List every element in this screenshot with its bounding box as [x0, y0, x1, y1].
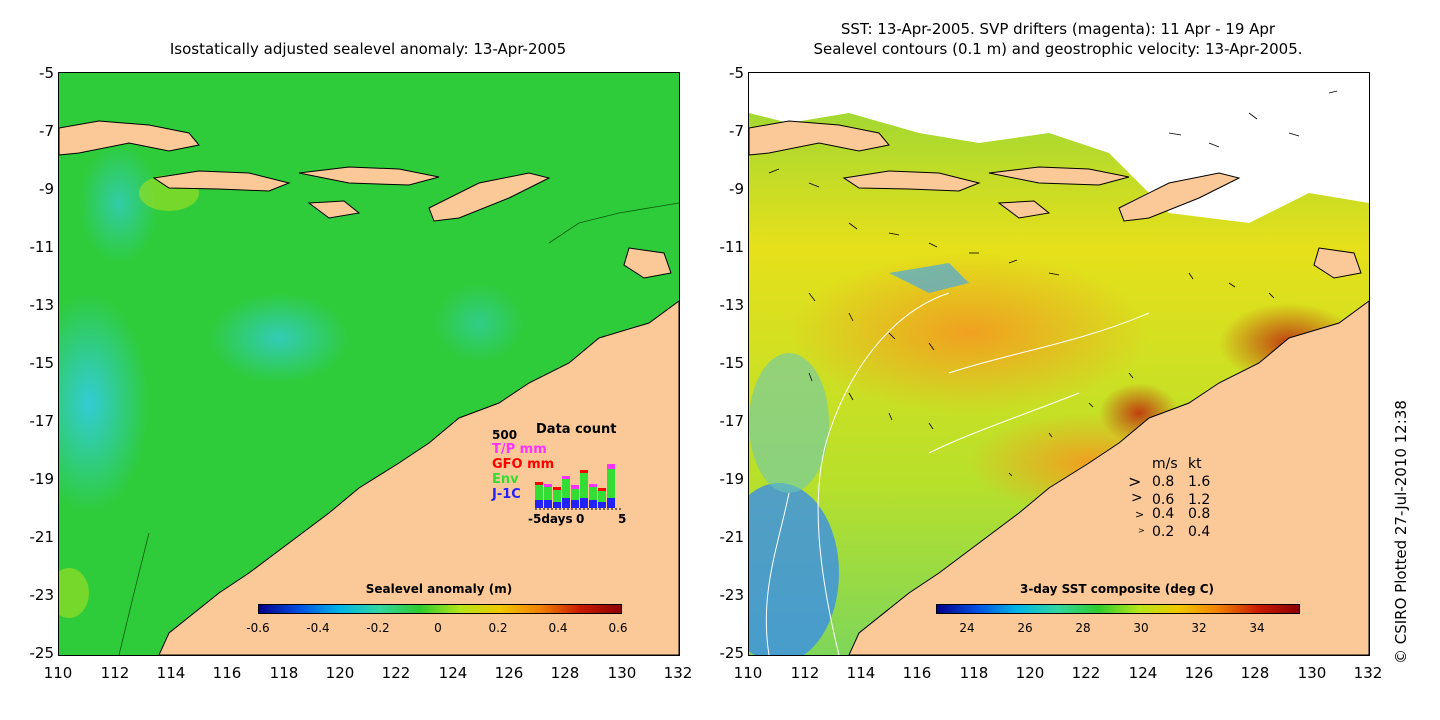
velocity-legend-ms-header: m/s: [1152, 456, 1178, 472]
right-x-tick: 116: [902, 664, 932, 682]
left-y-tick: -19: [29, 470, 55, 488]
data-count-bars: [535, 464, 623, 510]
data-count-x-mid: 0: [576, 512, 585, 526]
left-x-tick: 112: [100, 664, 130, 682]
left-x-tick: 118: [269, 664, 299, 682]
right-y-tick: -13: [719, 296, 745, 314]
velocity-legend-ms: 0.2: [1152, 524, 1175, 540]
right-x-tick: 132: [1353, 664, 1383, 682]
velocity-legend-kt: 1.2: [1188, 492, 1211, 508]
data-count-max: 500: [492, 428, 518, 442]
right-y-tick: -9: [729, 180, 744, 198]
data-count-tp: T/P mm: [492, 442, 547, 457]
left-colorbar-tick: 0.2: [488, 621, 508, 635]
right-x-tick: 112: [790, 664, 820, 682]
right-colorbar-tick: 30: [1133, 621, 1149, 635]
right-y-tick: -23: [719, 586, 745, 604]
right-colorbar-tick: 32: [1191, 621, 1207, 635]
right-x-tick: 128: [1240, 664, 1270, 682]
velocity-legend-kt: 1.6: [1188, 474, 1211, 490]
data-count-gfo: GFO mm: [492, 457, 555, 472]
right-x-tick: 126: [1184, 664, 1214, 682]
velocity-legend-kt-header: kt: [1188, 456, 1202, 472]
velocity-legend-kt: 0.4: [1188, 524, 1211, 540]
left-colorbar-tick: -0.2: [366, 621, 390, 635]
data-count-x-end: 5: [618, 512, 627, 526]
right-x-tick: 114: [846, 664, 876, 682]
data-count-env: Env: [492, 472, 519, 487]
left-y-tick: -11: [29, 238, 55, 256]
left-colorbar-tick: -0.6: [246, 621, 270, 635]
left-y-tick: -5: [39, 64, 54, 82]
sst-map: [748, 72, 1370, 656]
left-y-tick: -21: [29, 528, 55, 546]
left-y-tick: -9: [39, 180, 54, 198]
left-y-tick: -15: [29, 354, 55, 372]
left-y-tick: -7: [39, 122, 54, 140]
data-count-title: Data count: [536, 422, 617, 437]
right-x-tick: 124: [1128, 664, 1158, 682]
left-x-tick: 116: [212, 664, 242, 682]
right-panel-title-1: SST: 13-Apr-2005. SVP drifters (magenta)…: [840, 20, 1276, 38]
right-colorbar-tick: 28: [1075, 621, 1091, 635]
right-y-tick: -5: [729, 64, 744, 82]
data-count-x-start: -5days: [528, 512, 573, 526]
left-x-tick: 110: [43, 664, 73, 682]
data-count-j1c: J-1C: [492, 487, 521, 502]
left-panel-title: Isostatically adjusted sealevel anomaly:…: [169, 40, 567, 58]
right-y-tick: -21: [719, 528, 745, 546]
left-x-tick: 124: [438, 664, 468, 682]
sealevel-anomaly-map: [58, 72, 680, 656]
velocity-legend-kt: 0.8: [1188, 506, 1211, 522]
left-y-tick: -23: [29, 586, 55, 604]
left-x-tick: 120: [325, 664, 355, 682]
right-x-tick: 122: [1071, 664, 1101, 682]
left-y-tick: -25: [29, 644, 55, 662]
left-x-tick: 130: [607, 664, 637, 682]
left-x-tick: 132: [663, 664, 693, 682]
right-colorbar-title: 3-day SST composite (deg C): [1019, 582, 1215, 596]
velocity-legend-ms: 0.8: [1152, 474, 1175, 490]
arrow-icon: >: [1128, 472, 1142, 491]
right-colorbar-tick: 26: [1017, 621, 1033, 635]
arrow-icon: >: [1135, 508, 1145, 521]
arrow-icon: >: [1131, 490, 1143, 506]
right-x-tick: 110: [733, 664, 763, 682]
left-x-tick: 128: [550, 664, 580, 682]
left-x-tick: 122: [381, 664, 411, 682]
left-colorbar-tick: 0.6: [608, 621, 628, 635]
right-y-tick: -25: [719, 644, 745, 662]
right-x-tick: 130: [1297, 664, 1327, 682]
right-colorbar-tick: 24: [959, 621, 975, 635]
right-y-tick: -17: [719, 412, 745, 430]
left-colorbar-tick: -0.4: [306, 621, 330, 635]
right-y-tick: -11: [719, 238, 745, 256]
credit-text: © CSIRO Plotted 27-Jul-2010 12:38: [1392, 400, 1410, 664]
left-colorbar: [258, 604, 622, 614]
right-colorbar: [936, 604, 1300, 614]
left-x-tick: 114: [156, 664, 186, 682]
right-y-tick: -7: [729, 122, 744, 140]
left-colorbar-title: Sealevel anomaly (m): [365, 582, 513, 596]
right-x-tick: 120: [1015, 664, 1045, 682]
velocity-legend-ms: 0.4: [1152, 506, 1175, 522]
velocity-legend-ms: 0.6: [1152, 492, 1175, 508]
left-colorbar-tick: 0: [434, 621, 442, 635]
left-y-tick: -17: [29, 412, 55, 430]
left-x-tick: 126: [494, 664, 524, 682]
left-colorbar-tick: 0.4: [548, 621, 568, 635]
right-x-tick: 118: [959, 664, 989, 682]
right-y-tick: -19: [719, 470, 745, 488]
left-y-tick: -13: [29, 296, 55, 314]
arrow-icon: >: [1138, 526, 1145, 535]
right-panel-title-2: Sealevel contours (0.1 m) and geostrophi…: [813, 40, 1303, 58]
right-colorbar-tick: 34: [1249, 621, 1265, 635]
right-y-tick: -15: [719, 354, 745, 372]
